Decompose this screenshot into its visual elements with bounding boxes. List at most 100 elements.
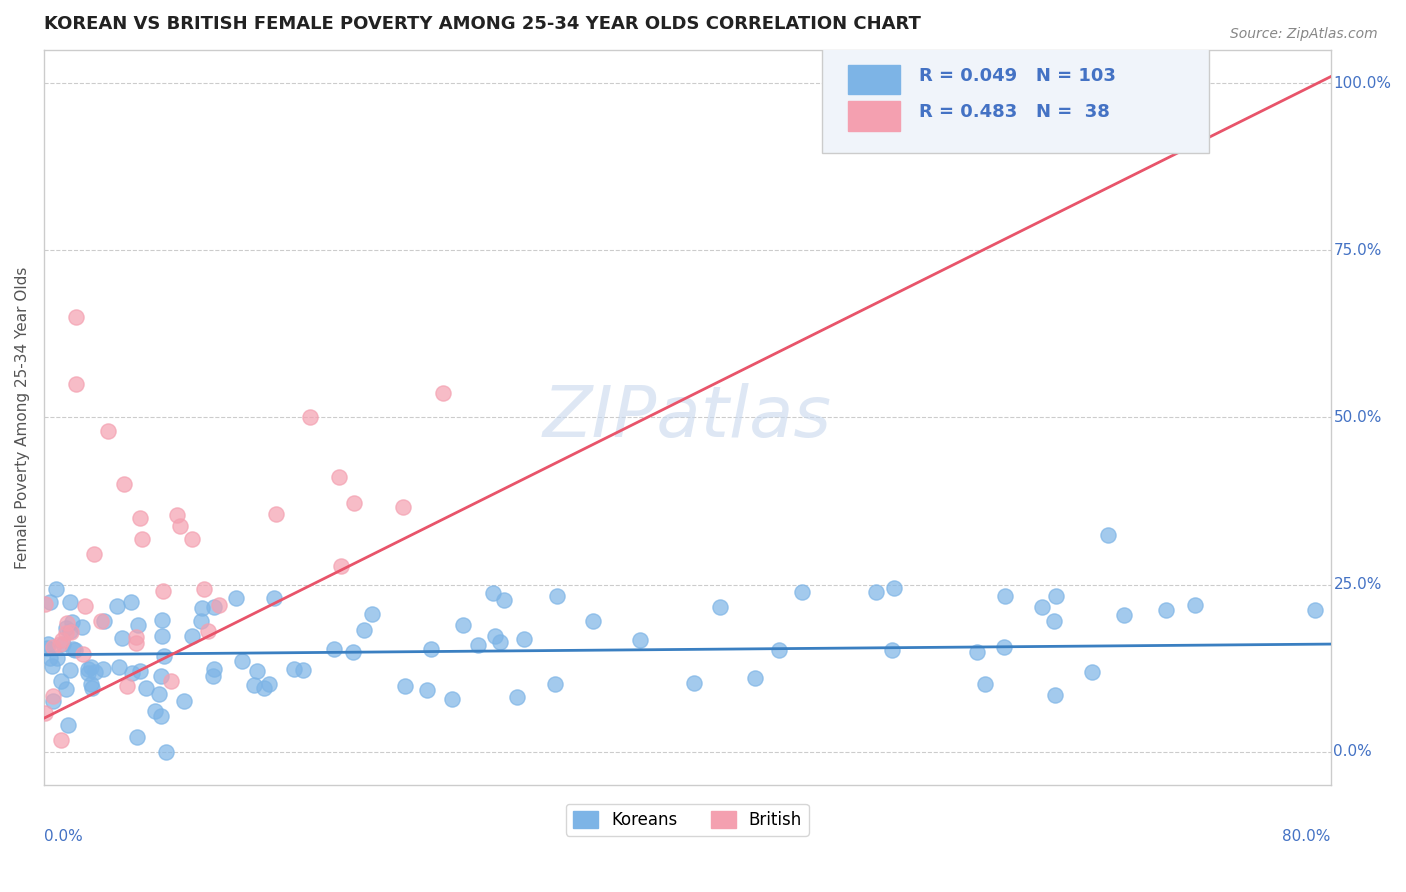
Koreans [882,643,904,657]
Koreans [1114,607,1136,622]
Koreans [973,677,995,691]
British [208,598,231,612]
Koreans [150,708,173,723]
British [34,597,56,611]
Koreans [62,641,84,656]
Bar [848,64,900,94]
Koreans [127,618,149,632]
Text: 75.0%: 75.0% [1333,243,1382,258]
British [83,548,105,562]
Koreans [202,669,225,683]
British [90,615,112,629]
Koreans [505,690,527,705]
Koreans [415,683,437,698]
Legend: Koreans, British: Koreans, British [567,804,808,836]
Koreans [482,585,505,599]
Koreans [966,645,988,659]
Text: 100.0%: 100.0% [1333,76,1392,91]
Koreans [49,673,72,688]
British [97,424,120,438]
Koreans [37,637,59,651]
Koreans [467,638,489,652]
Koreans [181,629,204,643]
Text: 25.0%: 25.0% [1333,577,1382,592]
Koreans [39,595,62,609]
Koreans [451,617,474,632]
British [56,615,79,630]
Text: KOREAN VS BRITISH FEMALE POVERTY AMONG 25-34 YEAR OLDS CORRELATION CHART: KOREAN VS BRITISH FEMALE POVERTY AMONG 2… [44,15,921,33]
Koreans [257,676,280,690]
British [49,637,72,651]
Koreans [231,654,253,668]
Koreans [1184,598,1206,612]
Koreans [93,614,115,628]
Koreans [353,624,375,638]
Koreans [79,676,101,690]
Koreans [484,629,506,643]
Koreans [153,649,176,664]
Text: R = 0.483   N =  38: R = 0.483 N = 38 [920,103,1109,121]
Koreans [202,599,225,614]
Koreans [291,663,314,677]
Koreans [59,624,82,638]
Koreans [135,681,157,696]
British [34,706,56,720]
Koreans [121,666,143,681]
Koreans [45,582,67,597]
Koreans [544,677,567,691]
Koreans [55,682,77,697]
Koreans [41,694,63,708]
Koreans [148,687,170,701]
Text: R = 0.049   N = 103: R = 0.049 N = 103 [920,67,1116,85]
Koreans [709,599,731,614]
Koreans [243,678,266,692]
British [125,630,148,644]
Koreans [883,581,905,595]
Text: 80.0%: 80.0% [1282,830,1331,844]
Koreans [35,640,58,655]
Koreans [993,640,1015,654]
Koreans [440,691,463,706]
Koreans [1043,614,1066,628]
Koreans [512,632,534,647]
British [65,310,87,325]
Koreans [322,642,344,657]
Koreans [1081,665,1104,680]
Text: 50.0%: 50.0% [1333,410,1382,425]
Koreans [59,595,82,609]
Koreans [111,632,134,646]
Koreans [60,615,83,630]
Koreans [283,662,305,676]
British [298,409,321,424]
Text: Source: ZipAtlas.com: Source: ZipAtlas.com [1230,27,1378,41]
Bar [848,102,900,131]
British [73,599,96,613]
Koreans [1154,603,1177,617]
British [51,632,73,647]
Koreans [91,661,114,675]
British [181,532,204,546]
Koreans [107,660,129,674]
Koreans [744,672,766,686]
British [65,377,87,392]
Koreans [492,593,515,607]
British [112,477,135,491]
Koreans [83,665,105,679]
Koreans [768,642,790,657]
British [264,507,287,521]
British [131,533,153,547]
Koreans [225,591,247,606]
Koreans [994,590,1017,604]
Koreans [59,663,82,677]
Koreans [1045,589,1067,603]
Koreans [79,660,101,674]
Koreans [125,731,148,745]
British [55,626,77,640]
Text: 0.0%: 0.0% [44,830,83,844]
Koreans [628,633,651,648]
Koreans [77,666,100,681]
British [72,647,94,661]
Koreans [202,662,225,676]
British [329,558,352,573]
Koreans [420,642,443,657]
